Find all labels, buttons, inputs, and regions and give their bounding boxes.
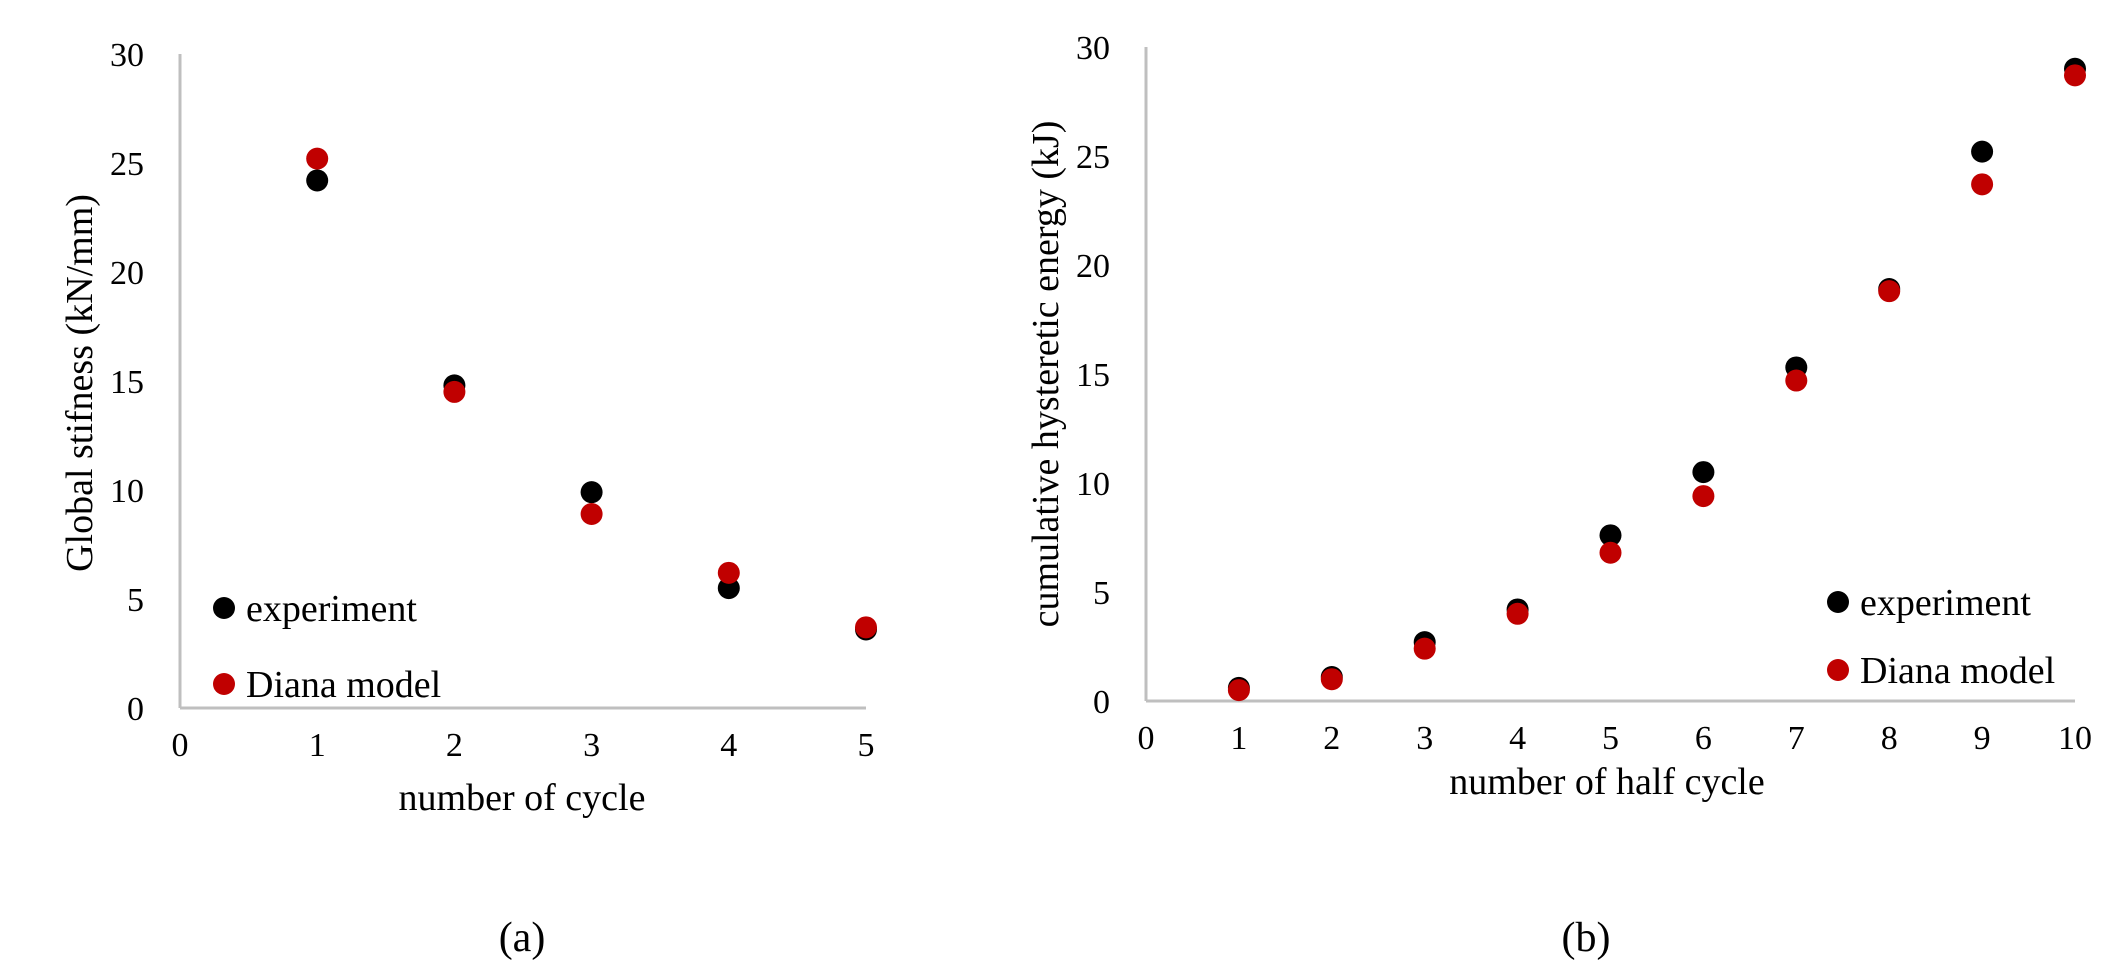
chart-b-y-tick-label: 5 (1093, 575, 1110, 612)
chart-a-y-tick-label: 30 (110, 37, 144, 74)
chart-b-hysteretic-energy: 0 5 10 15 20 25 30 0 1 2 3 4 5 6 7 8 9 10 experiment Diana … (1025, 30, 2092, 961)
chart-b-legend-diana-model-marker (1827, 659, 1849, 681)
chart-a-x-tick-label: 5 (858, 727, 875, 764)
chart-b-y-tick-label: 15 (1076, 357, 1110, 394)
chart-b-diana-model-point (1785, 369, 1808, 392)
chart-a-x-tick-label: 0 (172, 727, 189, 764)
chart-b-diana-model-point (1227, 679, 1250, 702)
chart-b-diana-model-point (1413, 637, 1436, 660)
chart-b-x-tick-label: 0 (1138, 720, 1155, 757)
chart-b-diana-model-point (1599, 541, 1622, 564)
chart-b-legend-diana-model-label: Diana model (1860, 650, 2055, 692)
chart-a-y-tick-label: 15 (110, 364, 144, 401)
chart-a-legend-experiment-marker (213, 597, 235, 619)
chart-b-x-tick-label: 10 (2058, 720, 2092, 757)
chart-a-x-tick-label: 2 (446, 727, 463, 764)
chart-b-diana-model-point (1971, 173, 1994, 196)
chart-a-legend-diana-model-label: Diana model (246, 664, 441, 706)
chart-b-diana-model-point (1692, 485, 1715, 508)
chart-b-x-tick-label: 8 (1881, 720, 1898, 757)
chart-a-diana-model-point (855, 616, 877, 639)
chart-a-y-tick-label: 5 (127, 582, 144, 619)
chart-a-x-tick-label: 3 (583, 727, 600, 764)
chart-b-diana-model-point (1320, 668, 1343, 691)
chart-a-caption: (a) (499, 915, 546, 961)
chart-b-diana-model-point (1506, 602, 1529, 625)
chart-a-y-tick-label: 10 (110, 473, 144, 510)
chart-b-experiment-point (1599, 524, 1622, 547)
chart-a-diana-model-point (443, 380, 466, 403)
chart-a-x-tick-label: 4 (720, 727, 737, 764)
chart-a-plot-area: 0 5 10 15 20 25 30 0 1 2 3 4 5 experiment Diana model (110, 37, 877, 764)
chart-a-diana-model-point (580, 502, 603, 525)
chart-a-experiment-point (717, 577, 740, 600)
chart-b-experiment-point (1692, 461, 1715, 484)
chart-b-caption: (b) (1562, 915, 1611, 961)
chart-b-x-tick-label: 4 (1509, 720, 1526, 757)
chart-b-x-tick-label: 6 (1695, 720, 1712, 757)
chart-a-x-tick-label: 1 (309, 727, 326, 764)
chart-a-legend-experiment-label: experiment (246, 588, 417, 630)
chart-b-diana-model-point (2064, 64, 2086, 87)
chart-a-y-tick-label: 0 (127, 691, 144, 728)
chart-b-experiment-point (1971, 140, 1994, 163)
chart-b-x-tick-label: 9 (1974, 720, 1991, 757)
chart-b-diana-model-point (1878, 280, 1901, 303)
chart-b-y-axis-title: cumulative hysteretic energy (kJ) (1025, 121, 1067, 628)
chart-b-x-tick-label: 7 (1788, 720, 1805, 757)
chart-b-y-tick-label: 20 (1076, 248, 1110, 285)
chart-b-x-tick-label: 3 (1416, 720, 1433, 757)
chart-b-x-tick-label: 2 (1323, 720, 1340, 757)
chart-b-y-tick-label: 0 (1093, 684, 1110, 721)
chart-b-y-tick-label: 10 (1076, 466, 1110, 503)
chart-b-legend-experiment-label: experiment (1860, 582, 2031, 624)
chart-a-diana-model-point (306, 147, 329, 170)
chart-b-plot-area: 0 5 10 15 20 25 30 0 1 2 3 4 5 6 7 8 9 10 experiment Diana … (1076, 30, 2092, 757)
chart-b-y-tick-label: 30 (1076, 30, 1110, 67)
chart-a-diana-model-point (717, 561, 740, 584)
chart-b-legend-experiment-marker (1827, 591, 1849, 613)
chart-b-x-tick-label: 5 (1602, 720, 1619, 757)
chart-a-y-axis-title: Global stifness (kN/mm) (59, 194, 101, 572)
chart-a-legend-diana-model-marker (213, 673, 235, 695)
chart-b-x-tick-label: 1 (1230, 720, 1247, 757)
chart-b-y-tick-label: 25 (1076, 139, 1110, 176)
chart-a-experiment-point (306, 169, 329, 192)
chart-a-y-tick-label: 20 (110, 255, 144, 292)
chart-b-x-axis-title: number of half cycle (1449, 761, 1764, 803)
chart-a-experiment-point (580, 481, 603, 504)
chart-a-x-axis-title: number of cycle (399, 777, 646, 819)
chart-a-y-tick-label: 25 (110, 146, 144, 183)
